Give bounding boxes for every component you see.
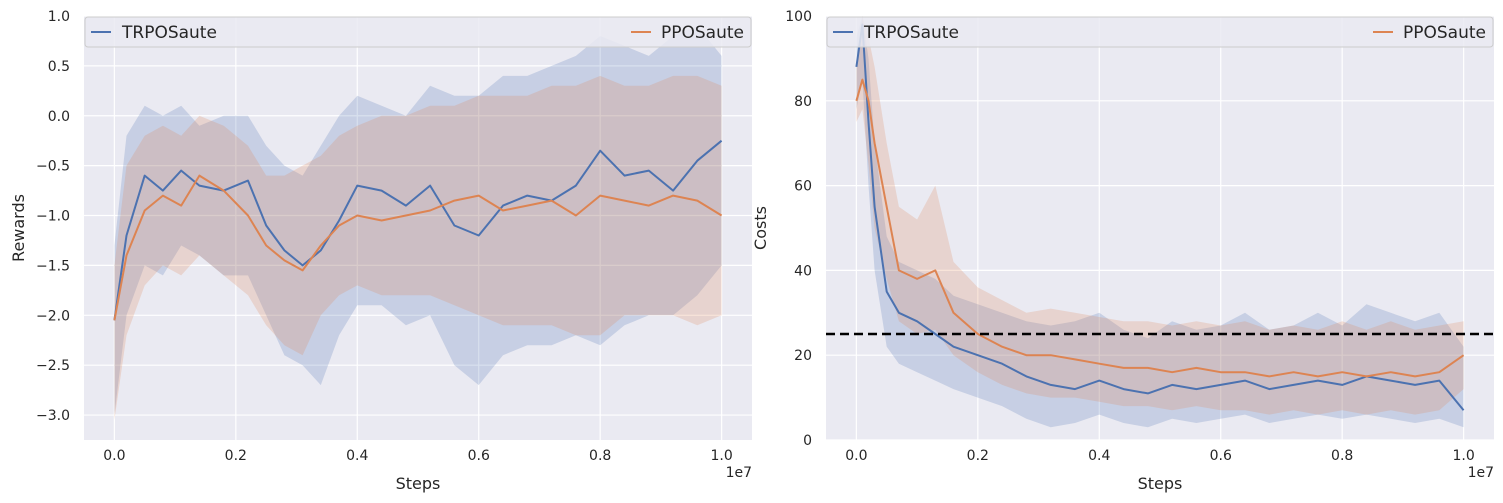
line-TRPOSaute	[855, 23, 1465, 411]
x-tick-label: 0.2	[225, 448, 247, 464]
costs-panel: 0.0 0.2 0.4 0.6 0.8 1.0 0 20 40 60 80 100 1e7 Steps Co…	[751, 9, 1494, 493]
x-tick-label: 0.8	[589, 448, 611, 464]
rewards-panel: 0.0 0.2 0.4 0.6 0.8 1.0 −3.0 −2.5 −2.0 −1.5 −1.0 −0…	[9, 9, 752, 493]
y-tick-label: −3.0	[36, 408, 70, 424]
legend: TRPOSaute PPOSaute	[84, 16, 752, 48]
x-tick-label: 0.2	[967, 448, 989, 464]
y-axis-label: Costs	[751, 206, 770, 250]
legend-label-TRPOSaute: TRPOSaute	[121, 23, 217, 43]
y-tick-label: −1.0	[36, 209, 70, 225]
y-tick-label: 100	[785, 9, 812, 25]
legend: TRPOSaute PPOSaute	[826, 16, 1494, 48]
y-tick-label: 1.0	[48, 9, 70, 25]
band-TRPOSaute	[114, 26, 722, 416]
legend-box	[84, 16, 752, 48]
y-tick-label: −1.5	[36, 258, 70, 274]
legend-label-PPOSaute: PPOSaute	[661, 23, 744, 43]
legend-label-TRPOSaute: TRPOSaute	[863, 23, 959, 43]
y-axis-label: Rewards	[9, 194, 28, 262]
line-PPOSaute	[113, 174, 723, 321]
x-tick-label: 0.4	[346, 448, 368, 464]
band-PPOSaute	[856, 16, 1464, 415]
x-tick-label: 0.0	[103, 448, 125, 464]
x-tick-label: 0.4	[1088, 448, 1110, 464]
line-PPOSaute	[855, 78, 1465, 378]
y-tick-label: 0	[803, 433, 812, 449]
y-tick-label: −2.5	[36, 358, 70, 374]
x-axis-label: Steps	[1138, 474, 1183, 493]
y-tick-label: −0.5	[36, 159, 70, 175]
plot-area	[84, 16, 752, 440]
legend-label-PPOSaute: PPOSaute	[1403, 23, 1486, 43]
legend-box	[826, 16, 1494, 48]
x-axis-label: Steps	[396, 474, 441, 493]
x-offset-label: 1e7	[726, 465, 752, 481]
y-tick-label: 20	[794, 348, 812, 364]
line-TRPOSaute	[113, 139, 723, 321]
x-tick-label: 0.6	[1210, 448, 1232, 464]
x-tick-label: 0.8	[1331, 448, 1353, 464]
y-tick-label: 0.0	[48, 109, 70, 125]
series-group	[855, 16, 1465, 428]
y-tick-label: −2.0	[36, 308, 70, 324]
y-tick-label: 80	[794, 94, 812, 110]
y-tick-label: 0.5	[48, 59, 70, 75]
x-offset-label: 1e7	[1468, 465, 1494, 481]
x-tick-label: 0.0	[845, 448, 867, 464]
x-tick-label: 1.0	[711, 448, 733, 464]
band-TRPOSaute	[856, 16, 1464, 428]
x-tick-label: 1.0	[1453, 448, 1475, 464]
band-PPOSaute	[114, 75, 722, 421]
series-group	[113, 26, 723, 421]
x-tick-label: 0.6	[468, 448, 490, 464]
y-tick-label: 40	[794, 263, 812, 279]
y-tick-label: 60	[794, 179, 812, 195]
